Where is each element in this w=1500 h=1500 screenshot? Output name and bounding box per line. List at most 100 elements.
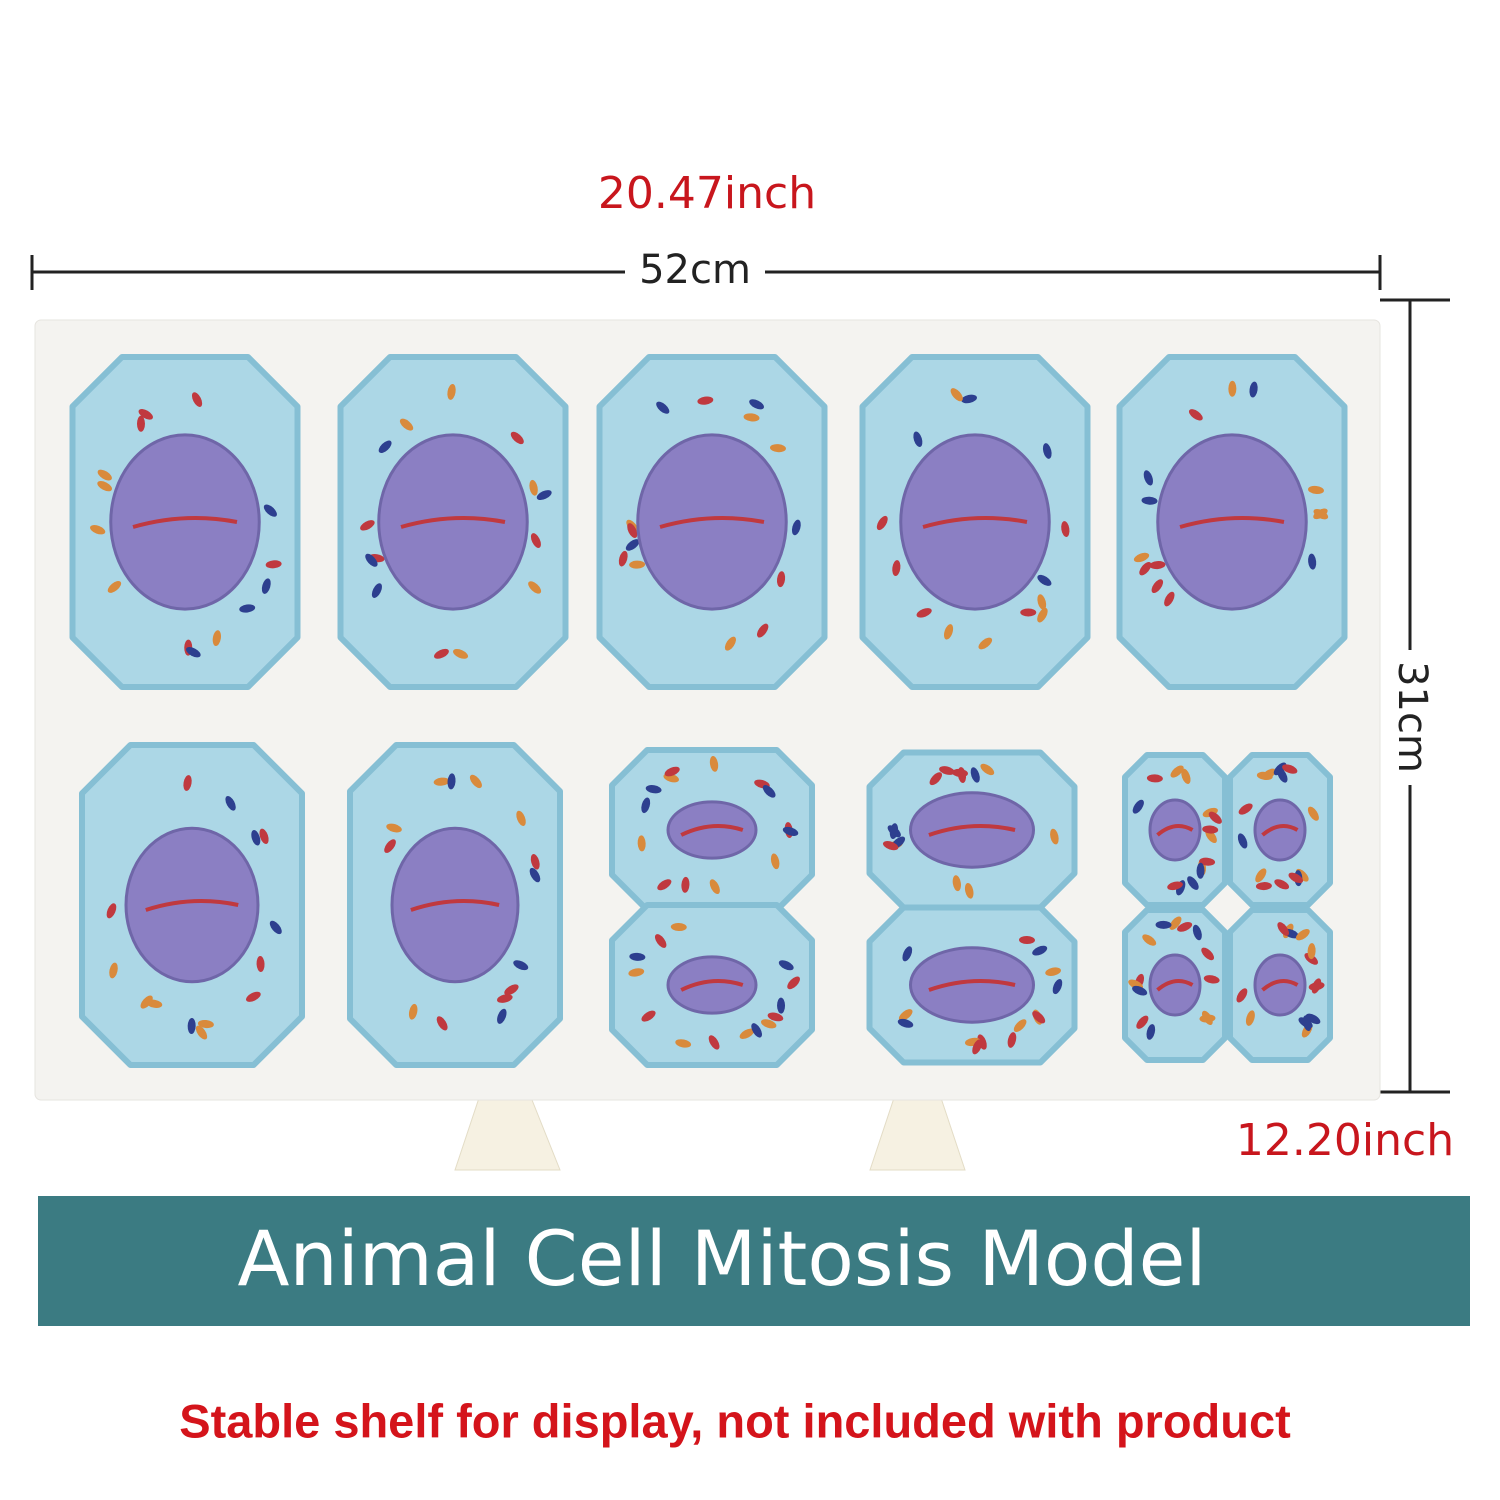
- organelle: [269, 920, 282, 935]
- organelle: [697, 396, 714, 405]
- organelle: [516, 810, 526, 826]
- organelle: [882, 841, 899, 851]
- organelle: [1237, 833, 1248, 849]
- organelle: [1149, 561, 1166, 570]
- organelle: [529, 867, 541, 883]
- organelle: [496, 994, 513, 1003]
- organelle: [952, 875, 961, 892]
- banner-title: Animal Cell Mitosis Model: [238, 1214, 1207, 1303]
- organelle: [641, 1010, 656, 1022]
- organelle: [536, 490, 552, 501]
- nucleus: [899, 433, 1051, 611]
- organelle: [436, 1016, 448, 1031]
- organelle: [195, 1025, 208, 1040]
- organelle: [97, 480, 112, 492]
- organelle: [964, 882, 974, 899]
- organelle: [1020, 608, 1037, 617]
- organelle: [1245, 1010, 1255, 1026]
- organelle: [265, 560, 282, 569]
- organelle: [1136, 1015, 1149, 1029]
- organelle: [1313, 509, 1329, 520]
- organelle: [251, 830, 261, 846]
- organelle: [497, 1008, 507, 1024]
- organelle: [1061, 521, 1070, 537]
- organelle: [1199, 1014, 1216, 1023]
- organelle: [961, 394, 977, 404]
- organelle: [1013, 1019, 1027, 1032]
- organelle: [1298, 1017, 1313, 1029]
- organelle: [782, 826, 799, 836]
- chromosome: [1261, 979, 1299, 992]
- organelle: [1308, 553, 1317, 570]
- organelle: [751, 1023, 762, 1038]
- organelle: [1037, 574, 1052, 586]
- organelle: [670, 922, 687, 932]
- nucleus: [666, 955, 758, 1015]
- nucleus: [1253, 798, 1307, 862]
- organelle: [447, 773, 456, 790]
- organelle: [1192, 924, 1202, 941]
- organelle: [1142, 934, 1157, 946]
- organelle: [664, 766, 680, 777]
- organelle: [876, 515, 888, 531]
- nucleus: [636, 433, 788, 611]
- organelle: [724, 636, 736, 651]
- organelle: [970, 767, 980, 783]
- organelle: [1288, 872, 1304, 884]
- organelle: [1236, 988, 1248, 1003]
- organelle: [1256, 771, 1273, 781]
- height-dimension-line: [1380, 298, 1450, 1094]
- organelle: [1238, 803, 1253, 815]
- organelle: [1050, 828, 1059, 845]
- nucleus: [1148, 953, 1202, 1017]
- organelle: [378, 440, 392, 454]
- organelle: [138, 408, 153, 420]
- organelle: [1037, 594, 1047, 610]
- organelle: [1305, 1013, 1321, 1025]
- organelle: [1282, 764, 1298, 774]
- stand: [454, 1094, 966, 1171]
- organelle: [408, 1003, 418, 1020]
- organelle: [739, 1028, 755, 1039]
- organelle: [1307, 806, 1319, 821]
- organelle: [762, 785, 776, 798]
- cell-models: [69, 354, 1348, 1068]
- organelle: [913, 431, 923, 447]
- organelle: [530, 533, 541, 548]
- organelle: [769, 444, 786, 453]
- organelle: [709, 879, 720, 895]
- banner: [38, 1196, 1470, 1326]
- organelle: [1249, 381, 1258, 398]
- organelle: [897, 1018, 914, 1028]
- organelle: [256, 956, 265, 972]
- organelle: [1228, 380, 1237, 397]
- organelle: [513, 960, 529, 971]
- organelle: [618, 550, 628, 567]
- organelle: [140, 995, 153, 1009]
- organelle: [386, 823, 402, 833]
- organelle: [1295, 929, 1310, 941]
- organelle: [681, 876, 690, 893]
- organelle: [641, 797, 651, 814]
- organelle: [433, 777, 450, 786]
- organelle: [136, 415, 145, 432]
- organelle: [1177, 922, 1193, 932]
- organelle: [365, 553, 378, 567]
- chromosome: [1156, 824, 1194, 837]
- organelle: [187, 1018, 196, 1034]
- nucleus: [909, 946, 1035, 1024]
- nucleus: [109, 433, 261, 611]
- organelle: [776, 571, 786, 588]
- organelle: [1018, 936, 1035, 945]
- organelle: [1187, 876, 1199, 890]
- chromosome: [922, 516, 1028, 529]
- organelle: [1146, 774, 1163, 783]
- organelle: [1255, 868, 1267, 883]
- organelle: [434, 648, 449, 659]
- organelle: [1307, 943, 1316, 960]
- chromosome: [400, 516, 506, 529]
- organelle: [628, 968, 645, 977]
- organelle: [109, 962, 118, 979]
- organelle: [950, 388, 963, 402]
